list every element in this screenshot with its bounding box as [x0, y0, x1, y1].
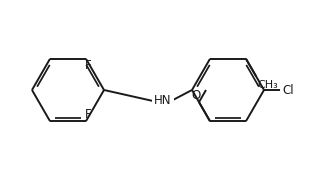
Text: Cl: Cl	[282, 84, 294, 96]
Text: F: F	[85, 108, 91, 121]
Text: F: F	[85, 59, 91, 72]
Text: O: O	[191, 89, 201, 102]
Text: CH₃: CH₃	[257, 80, 278, 90]
Text: HN: HN	[154, 95, 172, 107]
